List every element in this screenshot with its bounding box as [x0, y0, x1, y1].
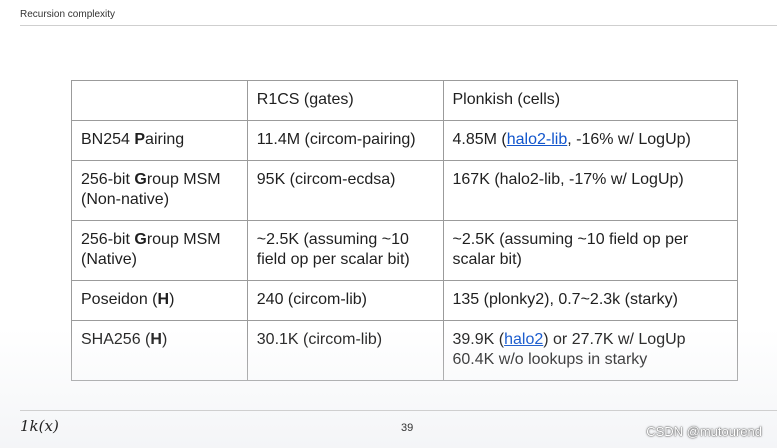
- halo2-link[interactable]: halo2: [504, 331, 544, 348]
- page-number: 39: [401, 422, 414, 434]
- table-row: Poseidon (H) 240 (circom-lib) 135 (plonk…: [71, 280, 738, 321]
- r1cs-cell: 11.4M (circom-pairing): [246, 120, 444, 161]
- header-cell-plonkish: Plonkish (cells): [442, 80, 738, 121]
- row-label-poseidon: Poseidon (H): [71, 280, 248, 321]
- complexity-table: R1CS (gates) Plonkish (cells) BN254 Pair…: [71, 80, 738, 381]
- plonkish-cell: 167K (halo2-lib, -17% w/ LogUp): [442, 160, 738, 221]
- table-row: 256-bit Group MSM (Native) ~2.5K (assumin…: [71, 220, 738, 281]
- table-row: 256-bit Group MSM (Non-native) 95K (circo…: [71, 160, 738, 221]
- plonkish-cell: 4.85M (halo2-lib, -16% w/ LogUp): [442, 120, 738, 161]
- header-divider: [20, 25, 777, 26]
- plonkish-cell: 135 (plonky2), 0.7~2.3k (starky): [442, 280, 738, 321]
- header-cell-r1cs: R1CS (gates): [246, 80, 444, 121]
- watermark: CSDN @mutourend: [646, 424, 762, 439]
- table-row: SHA256 (H) 30.1K (circom-lib) 39.9K (hal…: [71, 320, 738, 381]
- r1cs-cell: 240 (circom-lib): [246, 280, 444, 321]
- row-label-sha256: SHA256 (H): [71, 320, 248, 381]
- header-cell-empty: [71, 80, 248, 121]
- halo2-lib-link[interactable]: halo2-lib: [506, 131, 568, 148]
- r1cs-cell: 30.1K (circom-lib): [246, 320, 444, 381]
- table-header-row: R1CS (gates) Plonkish (cells): [71, 80, 738, 121]
- r1cs-cell: ~2.5K (assuming ~10 field op per scalar b…: [246, 220, 444, 281]
- slide-header-title: Recursion complexity: [20, 9, 116, 20]
- logo: 1k(x): [20, 417, 59, 435]
- table-row: BN254 Pairing 11.4M (circom-pairing) 4.8…: [71, 120, 738, 161]
- row-label-group-msm-non-native: 256-bit Group MSM (Non-native): [71, 160, 248, 221]
- r1cs-cell: 95K (circom-ecdsa): [246, 160, 444, 221]
- plonkish-cell: ~2.5K (assuming ~10 field op per scalar b…: [442, 220, 738, 281]
- row-label-bn254-pairing: BN254 Pairing: [71, 120, 248, 161]
- footer-divider: [20, 410, 777, 411]
- row-label-group-msm-native: 256-bit Group MSM (Native): [71, 220, 248, 281]
- plonkish-cell: 39.9K (halo2) or 27.7K w/ LogUp 60.4K w/o…: [442, 320, 738, 381]
